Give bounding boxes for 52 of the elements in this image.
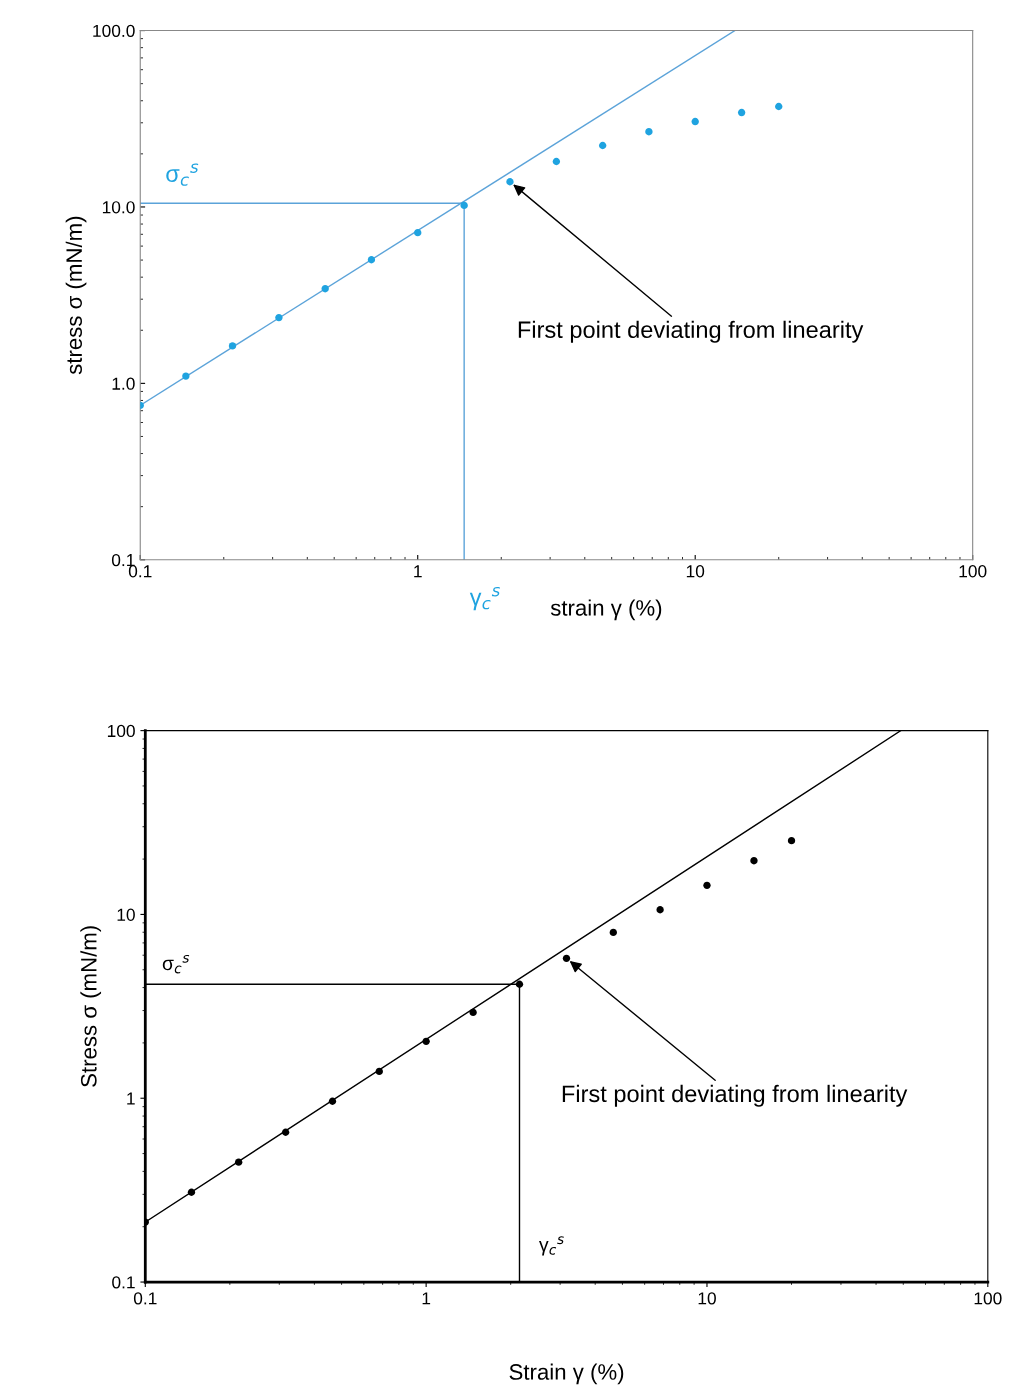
point	[460, 201, 468, 210]
y-axis-title: stress σ (mN/m)	[65, 216, 87, 375]
annotation: First point deviating from linearity	[562, 1084, 908, 1107]
text: γ$_{c}$$^{s}$	[469, 586, 500, 611]
y-tick-label: 10.0	[102, 201, 135, 214]
y-tick-label: 100.0	[93, 24, 135, 38]
point	[414, 228, 422, 237]
point	[375, 1067, 383, 1076]
x-tick-label: 1	[414, 565, 422, 578]
point	[750, 857, 758, 865]
x-tick-label: 100	[974, 1292, 1002, 1305]
point	[737, 108, 746, 117]
x-tick-label: 100	[959, 565, 987, 578]
point	[515, 980, 524, 988]
point	[703, 881, 711, 889]
y-tick-label: 0.1	[112, 1276, 135, 1289]
point	[691, 117, 699, 126]
point	[321, 285, 329, 293]
y-tick-label: 10	[117, 908, 135, 921]
point	[367, 256, 376, 264]
point	[228, 342, 237, 350]
y-tick-label: 1	[127, 1092, 135, 1105]
x-tick-label: 10	[698, 1292, 716, 1305]
x-tick-label: 1	[422, 1292, 431, 1305]
point	[275, 313, 283, 322]
annotation: σ$_{c}$$^{s}$	[162, 954, 190, 974]
x-tick-label: 0.1	[133, 1292, 157, 1305]
x-axis-title: strain γ (%)	[550, 599, 662, 621]
point	[552, 157, 561, 166]
point	[598, 141, 607, 150]
point	[562, 954, 571, 962]
point	[234, 1158, 243, 1166]
point	[422, 1037, 430, 1045]
y-tick-label: 1.0	[112, 377, 135, 390]
point	[469, 1008, 477, 1017]
x-tick-label: 0.1	[128, 565, 152, 578]
annotation: γ$_{c}$$^{s}$	[539, 1236, 564, 1256]
x-tick-label: 10	[686, 565, 705, 578]
point	[609, 928, 617, 937]
point	[656, 906, 664, 914]
y-tick-label: 100	[107, 724, 135, 738]
point	[182, 372, 190, 380]
point	[328, 1097, 337, 1105]
annotation: σ$_{c}$$^{s}$	[166, 163, 199, 186]
y-axis-title: Stress σ (mN/m)	[80, 926, 102, 1087]
point	[506, 178, 514, 186]
point	[187, 1188, 196, 1196]
point	[645, 128, 653, 136]
point	[281, 1128, 290, 1136]
x-axis-title: Strain γ (%)	[509, 1363, 624, 1385]
annotation: First point deviating from linearity	[518, 320, 864, 343]
y-tick-label: 0.1	[111, 553, 135, 567]
